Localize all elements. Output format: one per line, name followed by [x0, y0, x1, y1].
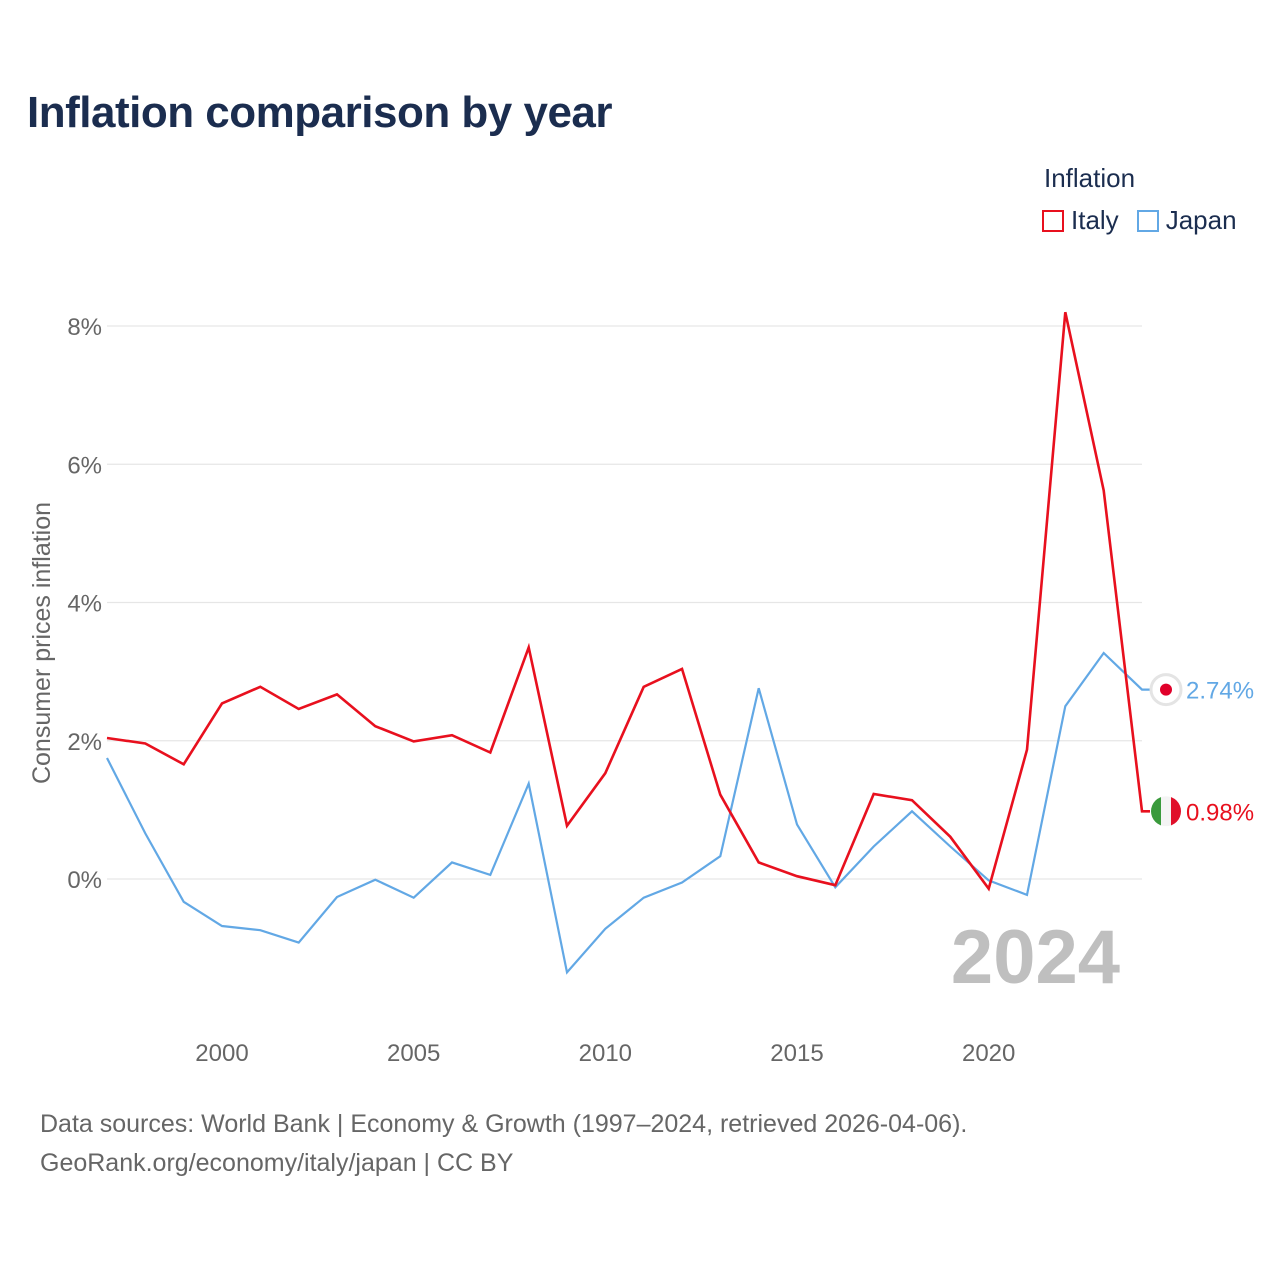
- x-tick-label: 2010: [579, 1040, 632, 1067]
- year-watermark: 2024: [951, 915, 1120, 1000]
- y-axis-label: Consumer prices inflation: [28, 502, 56, 784]
- legend-label-italy: Italy: [1071, 205, 1119, 235]
- y-tick-label: 6%: [67, 452, 102, 479]
- legend-item-japan[interactable]: Japan: [1136, 205, 1237, 236]
- series-line-japan[interactable]: [106, 651, 1150, 975]
- legend: Italy Japan: [1042, 205, 1255, 236]
- series-lines: [106, 311, 1150, 975]
- legend-swatch-italy: [1042, 209, 1064, 232]
- end-markers: 2.74% 0.98%: [1149, 673, 1254, 827]
- x-tick-label: 2015: [770, 1040, 823, 1067]
- series-line-italy[interactable]: [106, 311, 1150, 892]
- legend-swatch-japan: [1136, 209, 1159, 232]
- y-tick-label: 0%: [67, 867, 102, 894]
- x-tick-label: 2005: [387, 1040, 440, 1067]
- footer-sources: Data sources: World Bank | Economy & Gro…: [40, 1110, 968, 1138]
- gridlines: [107, 325, 1142, 880]
- japan-flag-icon: [1149, 673, 1183, 707]
- chart-title: Inflation comparison by year: [27, 88, 613, 137]
- y-tick-label: 8%: [67, 314, 102, 341]
- footer-link[interactable]: GeoRank.org/economy/italy/japan | CC BY: [40, 1149, 514, 1177]
- end-label-italy: 0.98%: [1186, 799, 1254, 826]
- italy-flag-icon: [1151, 796, 1181, 827]
- y-tick-label: 2%: [67, 729, 102, 756]
- legend-label-japan: Japan: [1165, 205, 1237, 235]
- end-label-japan: 2.74%: [1186, 678, 1254, 705]
- x-tick-label: 2000: [195, 1040, 248, 1067]
- y-tick-label: 4%: [67, 591, 102, 618]
- footer: Data sources: World Bank | Economy & Gro…: [40, 1105, 967, 1183]
- x-tick-labels: 2000 2005 2010 2015 2020: [195, 1040, 1015, 1067]
- legend-item-italy[interactable]: Italy: [1042, 205, 1119, 236]
- y-tick-labels: 0% 2% 4% 6% 8%: [67, 314, 102, 894]
- x-tick-label: 2020: [962, 1040, 1015, 1067]
- legend-title: Inflation: [1044, 163, 1136, 193]
